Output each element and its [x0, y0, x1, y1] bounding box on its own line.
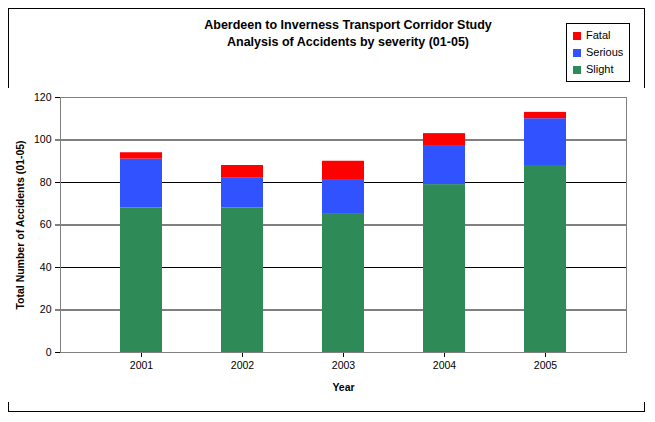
svg-text:60: 60	[40, 218, 52, 230]
svg-text:Total Number of Accidents (01-: Total Number of Accidents (01-05)	[14, 140, 26, 309]
html-text:Slight: Slight	[586, 63, 614, 75]
svg-text:2005: 2005	[534, 359, 558, 371]
svg-text:Year: Year	[332, 381, 354, 393]
svg-text:2004: 2004	[433, 359, 457, 371]
html-text:Serious: Serious	[586, 46, 624, 58]
svg-text:0: 0	[46, 346, 52, 358]
svg-text:2001: 2001	[130, 359, 154, 371]
svg-text:20: 20	[40, 303, 52, 315]
html-text:Fatal: Fatal	[586, 29, 611, 41]
svg-text:40: 40	[40, 261, 52, 273]
svg-text:100: 100	[34, 133, 52, 145]
svg-text:120: 120	[34, 91, 52, 103]
svg-text:2002: 2002	[231, 359, 255, 371]
html-text:Analysis of Accidents by sever: Analysis of Accidents by severity (01-05…	[227, 35, 469, 49]
svg-text:2003: 2003	[332, 359, 356, 371]
svg-text:80: 80	[40, 176, 52, 188]
html-text:Aberdeen to Inverness Transpor: Aberdeen to Inverness Transport Corridor…	[204, 18, 492, 32]
